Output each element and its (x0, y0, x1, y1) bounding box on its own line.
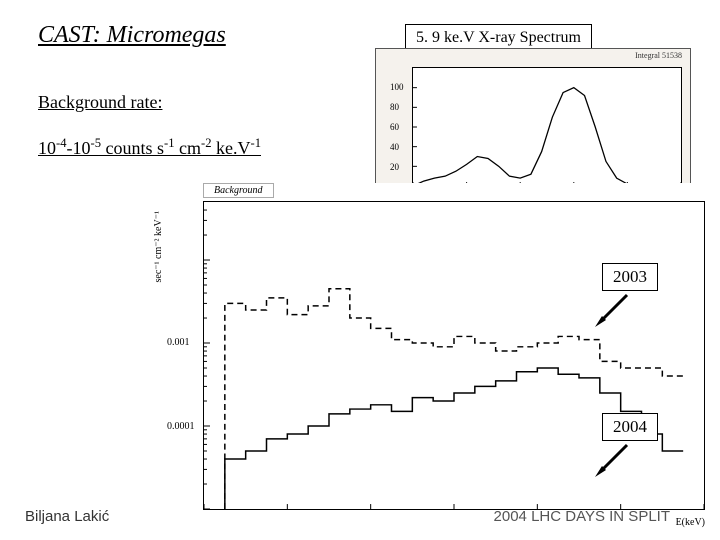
spectrum-ytick: 20 (390, 162, 399, 172)
bg-ytick: 0.001 (167, 337, 190, 348)
bg-ylabel: sec⁻¹ cm⁻² keV⁻¹ (153, 211, 164, 282)
label-2004: 2004 (602, 413, 658, 441)
bg-xlabel: E(keV) (676, 517, 705, 528)
spectrum-ytick: 100 (390, 82, 404, 92)
counts-line: 10-4-10-5 counts s-1 cm-2 ke.V-1 (38, 136, 261, 159)
bg-chart-title: Background (203, 183, 274, 198)
arrow-2004-icon (592, 440, 632, 480)
spectrum-legend: Integral 51538 (635, 51, 682, 60)
spectrum-ytick: 60 (390, 122, 399, 132)
background-rate-label: Background rate: (38, 92, 162, 113)
arrow-2003-icon (592, 290, 632, 330)
page-title: CAST: Micromegas (38, 22, 226, 49)
spectrum-plot (413, 68, 681, 186)
footer-text: 2004 LHC DAYS IN SPLIT (494, 508, 670, 525)
spectrum-ytick: 80 (390, 102, 399, 112)
label-2003: 2003 (602, 263, 658, 291)
bg-ytick: 0.0001 (167, 421, 195, 432)
spectrum-ytick: 40 (390, 142, 399, 152)
author-name: Biljana Lakić (25, 508, 109, 525)
